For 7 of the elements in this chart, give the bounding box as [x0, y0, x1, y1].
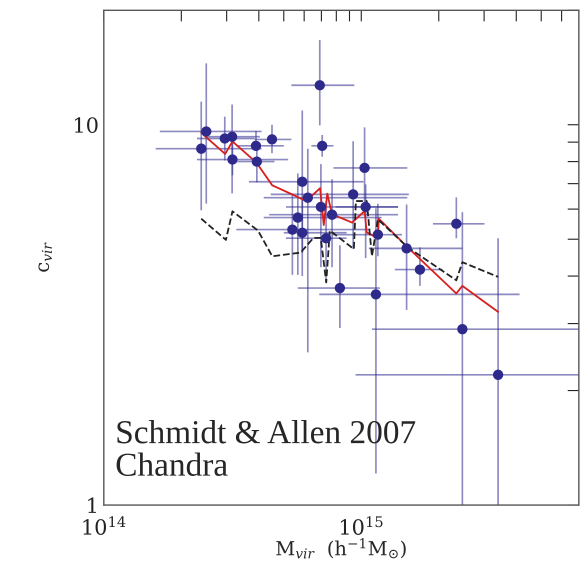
x-tick-label: 10$^{15}$: [340, 516, 382, 535]
y-tick-label: 1: [88, 497, 96, 513]
x-tick-label: 10$^{14}$: [83, 516, 126, 535]
y-axis-title: c$_{vir}$: [38, 242, 52, 272]
x-axis-title: M$_{vir}$ (h$^{−1}$M$_{⊙}$): [276, 538, 406, 558]
annotation: Schmidt & Allen 2007 Chandra: [116, 420, 416, 476]
y-tick-label: 10: [74, 117, 98, 133]
